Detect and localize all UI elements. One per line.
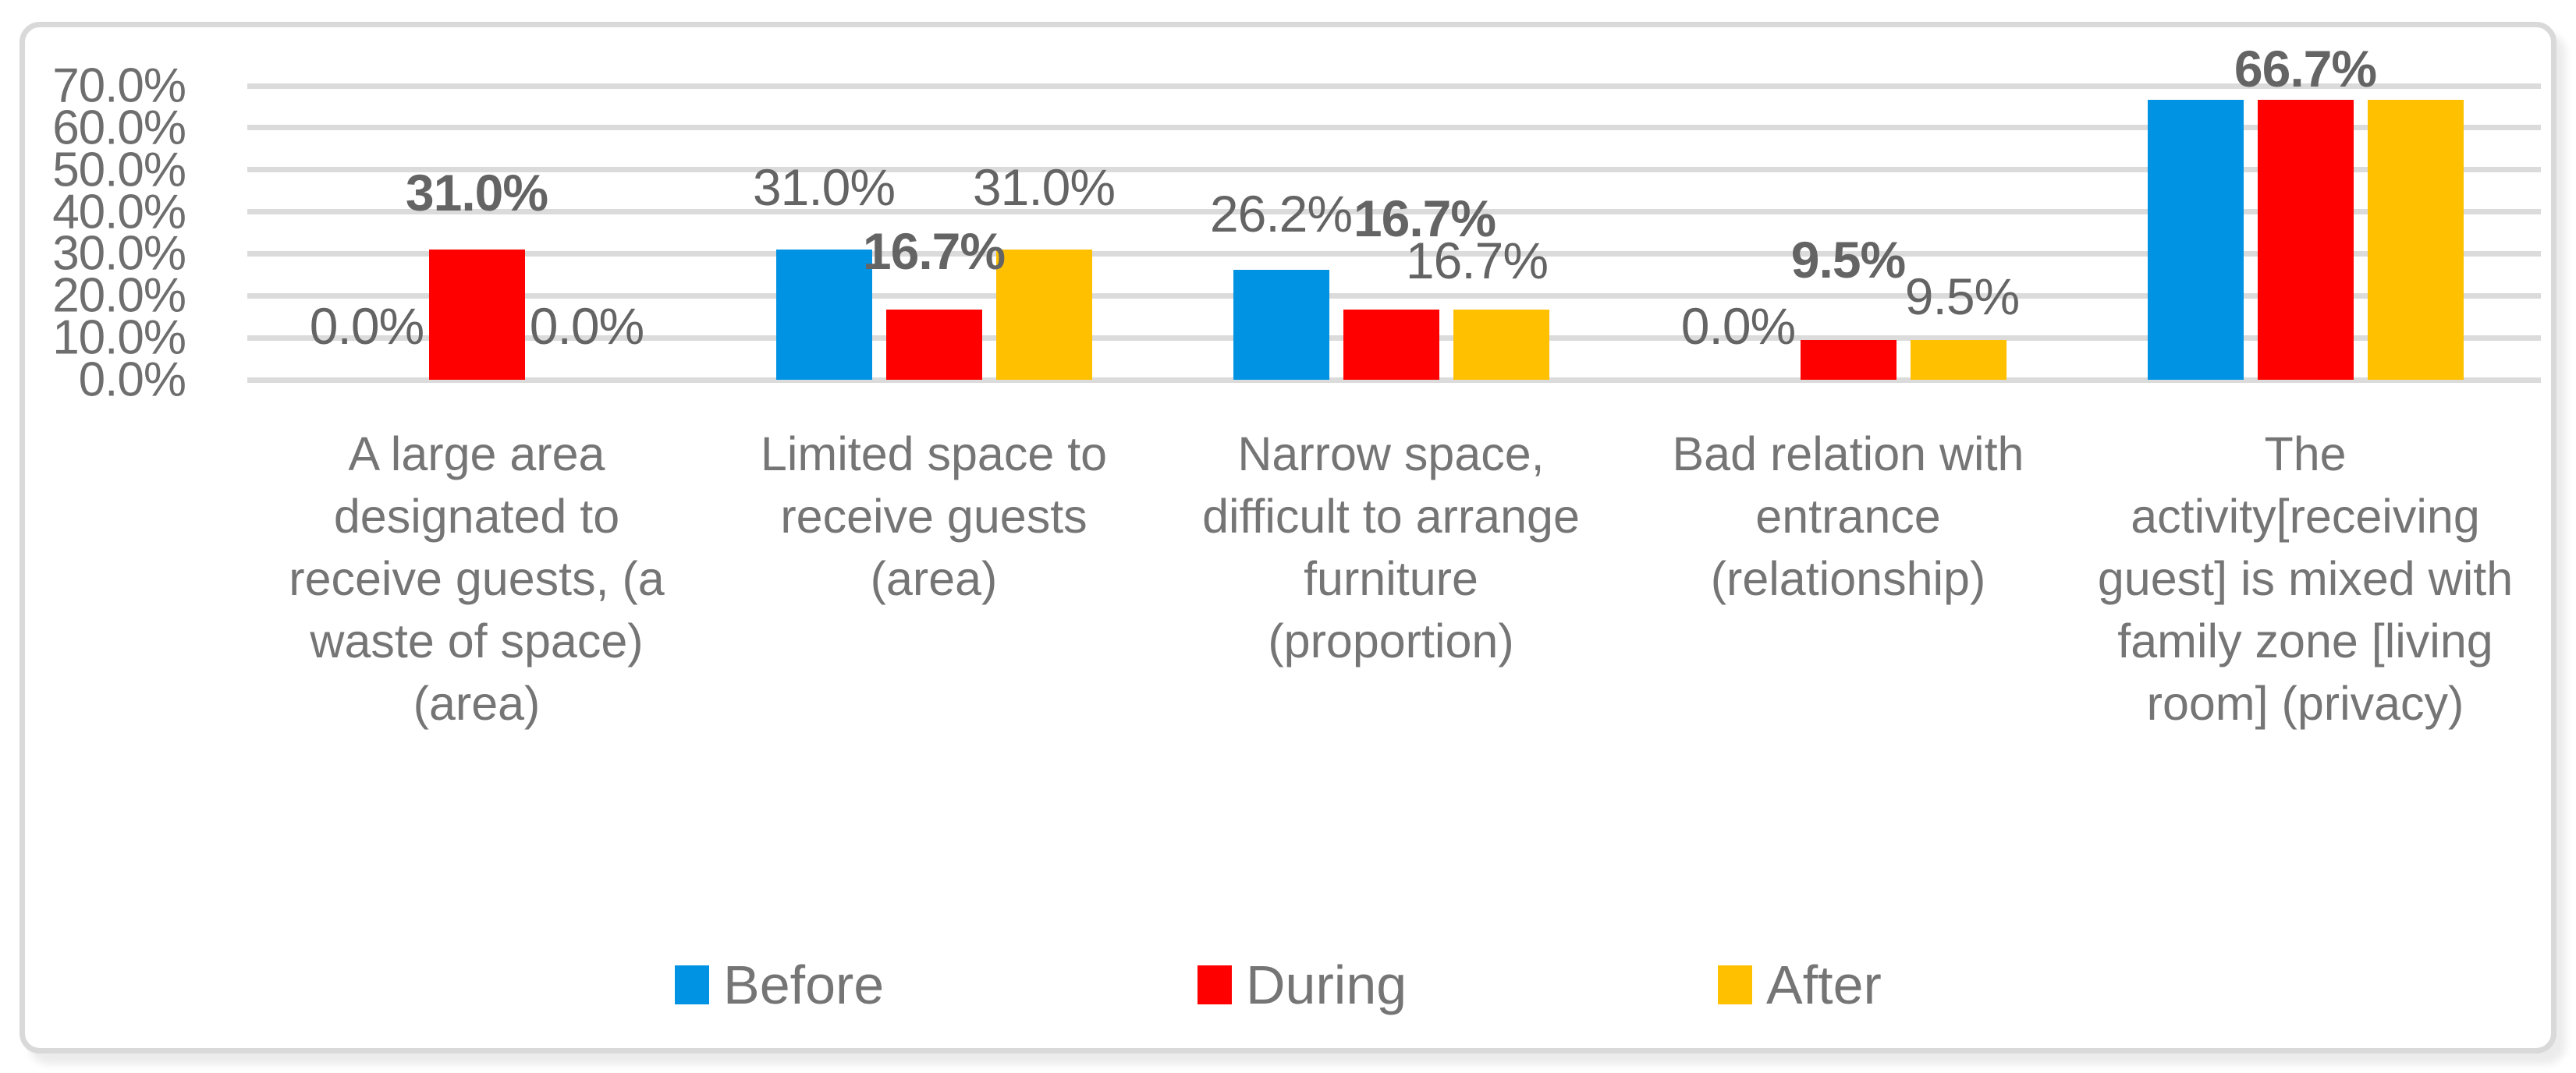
category-label-line: activity[receiving xyxy=(2131,490,2480,543)
bar-during-cat5 xyxy=(2257,99,2354,380)
chart-border-frame xyxy=(20,22,2556,1054)
value-label-after-cat4: 9.5% xyxy=(1904,267,2020,325)
category-label-line: (area) xyxy=(870,552,998,605)
bar-after-cat2 xyxy=(995,250,1092,380)
legend-label-after: After xyxy=(1766,954,1882,1015)
y-axis-tick-label: 60.0% xyxy=(52,101,186,155)
value-label-after-cat1: 0.0% xyxy=(529,297,644,355)
category-label-line: guest] is mixed with xyxy=(2097,552,2514,605)
category-label-line: Bad relation with xyxy=(1672,427,2024,480)
y-axis-tick-label: 50.0% xyxy=(52,143,186,197)
category-label-line: Limited space to xyxy=(760,427,1108,480)
gridline-70 xyxy=(247,83,2541,89)
value-label-before-cat3: 26.2% xyxy=(1209,185,1353,243)
gridline-0 xyxy=(247,377,2541,383)
category-label-line: receive guests xyxy=(780,490,1088,543)
category-label-line: (proportion) xyxy=(1268,614,1514,668)
category-label-line: entrance xyxy=(1755,490,1941,543)
value-label-during-cat1: 31.0% xyxy=(405,164,548,221)
value-label-during-cat3: 16.7% xyxy=(1353,189,1496,247)
legend-marker-after xyxy=(1718,965,1752,1004)
value-label-before-cat1: 0.0% xyxy=(309,297,424,355)
gridline-50 xyxy=(247,167,2541,173)
category-label-line: room] (privacy) xyxy=(2146,677,2464,730)
gridline-60 xyxy=(247,125,2541,131)
category-label-3: Narrow space, difficult to arrange furnitu… xyxy=(1165,423,1617,672)
y-axis-tick-label: 20.0% xyxy=(52,268,186,323)
bar-after-cat5 xyxy=(2367,99,2464,380)
value-label-before-cat2: 31.0% xyxy=(752,158,896,216)
y-axis-tick-label: 70.0% xyxy=(52,58,186,113)
legend-marker-during xyxy=(1198,965,1232,1004)
bar-before-cat5 xyxy=(2147,99,2244,380)
legend-label-during: During xyxy=(1246,954,1407,1015)
value-label-after-cat2: 31.0% xyxy=(972,158,1116,216)
bar-during-cat1 xyxy=(428,250,525,380)
bar-after-cat4 xyxy=(1910,339,2007,380)
value-label-during-cat5: 66.7% xyxy=(2234,40,2377,97)
bar-during-cat4 xyxy=(1800,339,1897,380)
category-label-line: designated to xyxy=(333,490,620,543)
category-label-line: furniture xyxy=(1304,552,1478,605)
y-axis-tick-label: 40.0% xyxy=(52,185,186,239)
bar-during-cat2 xyxy=(885,310,982,380)
category-label-2: Limited space to receive guests (area) xyxy=(708,423,1160,610)
bar-before-cat2 xyxy=(775,250,872,380)
gridline-40 xyxy=(247,209,2541,215)
category-label-line: A large area xyxy=(348,427,605,480)
category-label-1: A large area designated to receive guests,… xyxy=(250,423,703,735)
value-label-before-cat4: 0.0% xyxy=(1680,297,1796,355)
value-label-during-cat2: 16.7% xyxy=(862,222,1006,280)
gridline-30 xyxy=(247,250,2541,257)
y-axis-tick-label: 30.0% xyxy=(52,226,186,281)
category-label-line: The xyxy=(2264,427,2347,480)
y-axis-tick-label: 10.0% xyxy=(52,310,186,365)
bar-after-cat3 xyxy=(1453,310,1549,380)
bar-before-cat3 xyxy=(1233,269,1329,380)
category-label-line: (area) xyxy=(413,677,541,730)
category-label-line: difficult to arrange xyxy=(1202,490,1580,543)
category-label-4: Bad relation with entrance (relationship) xyxy=(1622,423,2074,610)
gridline-20 xyxy=(247,292,2541,299)
category-label-line: waste of space) xyxy=(310,614,644,668)
category-label-5: The activity[receiving guest] is mixed wit… xyxy=(2079,423,2532,735)
value-label-during-cat4: 9.5% xyxy=(1790,231,1906,289)
legend-label-before: Before xyxy=(723,954,885,1015)
bar-during-cat3 xyxy=(1343,310,1439,380)
category-label-line: family zone [living xyxy=(2117,614,2493,668)
category-label-line: receive guests, (a xyxy=(289,552,665,605)
value-label-after-cat3: 16.7% xyxy=(1405,232,1549,289)
category-label-line: (relationship) xyxy=(1710,552,1986,605)
y-axis-tick-label: 0.0% xyxy=(78,352,186,407)
category-label-line: Narrow space, xyxy=(1237,427,1545,480)
legend-marker-before xyxy=(675,965,709,1004)
